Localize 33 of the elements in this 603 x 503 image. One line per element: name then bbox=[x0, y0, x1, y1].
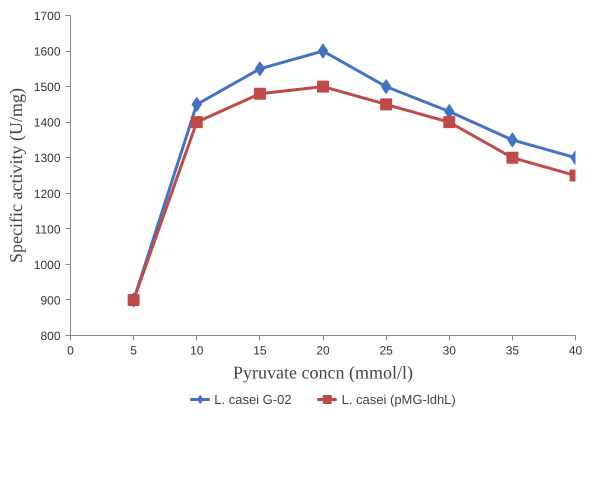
y-tick-label: 1200 bbox=[34, 186, 61, 201]
x-tick-label: 20 bbox=[316, 344, 330, 358]
point bbox=[380, 79, 392, 94]
point bbox=[254, 88, 266, 100]
x-tick-label: 35 bbox=[506, 344, 520, 358]
legend-label: L. casei G-02 bbox=[214, 392, 292, 406]
x-tick-label: 0 bbox=[67, 344, 74, 358]
point bbox=[318, 44, 328, 59]
point bbox=[380, 98, 392, 110]
point bbox=[507, 132, 518, 148]
y-tick-label: 1600 bbox=[34, 44, 61, 59]
x-tick-label: 30 bbox=[442, 344, 456, 358]
point bbox=[317, 80, 329, 93]
y-tick-label: 900 bbox=[40, 293, 61, 308]
y-tick-label: 1100 bbox=[34, 222, 61, 236]
point bbox=[506, 152, 518, 164]
x-tick-label: 10 bbox=[190, 344, 204, 358]
x-tick-label: 15 bbox=[253, 344, 267, 358]
y-tick-label: 1000 bbox=[34, 258, 61, 272]
y-tick-label: 1700 bbox=[34, 9, 61, 23]
x-axis-title: Pyruvate concn (mmol/l) bbox=[233, 362, 413, 382]
x-tick-label: 25 bbox=[379, 344, 394, 358]
y-tick-label: 1300 bbox=[34, 151, 61, 166]
point bbox=[254, 61, 266, 76]
x-tick-label: 40 bbox=[568, 344, 582, 358]
y-axis-title: Specific activity (U/mg) bbox=[6, 88, 26, 263]
x-tick-label: 5 bbox=[130, 344, 138, 358]
legend-label: L. casei (pMG-ldhL) bbox=[342, 392, 456, 406]
point bbox=[443, 116, 456, 128]
y-tick-label: 1400 bbox=[34, 116, 61, 130]
point bbox=[190, 116, 203, 128]
y-tick-label: 1500 bbox=[34, 80, 61, 94]
y-tick-label: 800 bbox=[40, 329, 61, 343]
